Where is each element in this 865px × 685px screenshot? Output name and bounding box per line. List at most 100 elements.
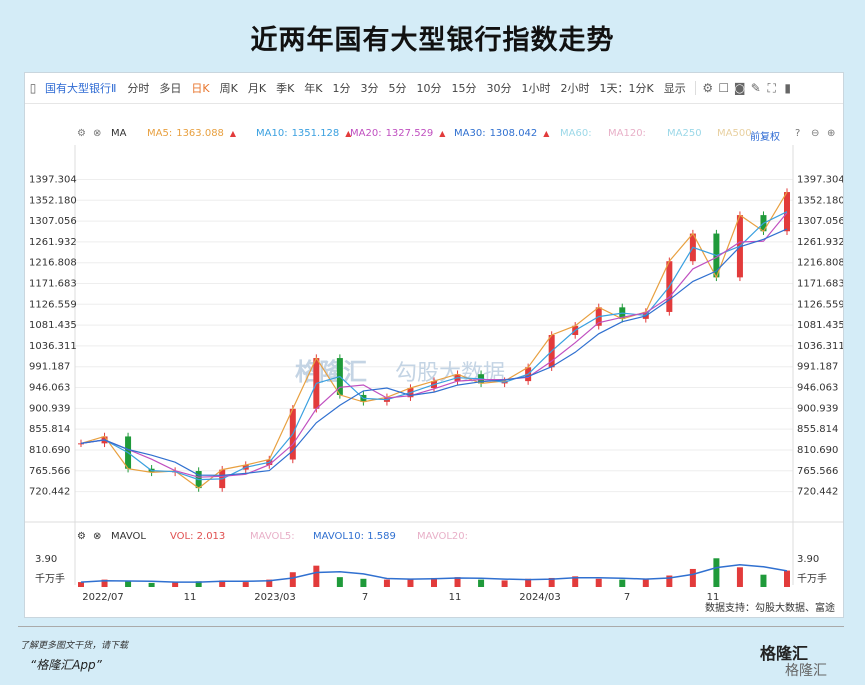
volume-bar	[619, 579, 626, 587]
ma-name: MA250	[667, 128, 702, 139]
volume-bar	[431, 577, 437, 587]
x-tick-label: 2023/03	[254, 592, 296, 603]
index-name[interactable]: 国有大型银行Ⅱ	[45, 82, 117, 95]
price-chart: 格隆汇 勾股大数据 1397.304 1352.180 1307.056 1261.93…	[25, 145, 843, 603]
ma-name: MA5:	[147, 128, 173, 139]
period-tab[interactable]: 分时	[127, 82, 150, 95]
y-tick-label-right: 1171.683	[797, 279, 843, 290]
square-icon[interactable]: ☐	[718, 81, 730, 95]
volume-bar	[336, 577, 343, 587]
x-tick-label: 11	[707, 592, 720, 603]
candle-body	[78, 443, 84, 445]
volume-bar	[195, 581, 202, 587]
period-tab[interactable]: 年K	[304, 82, 323, 95]
watermark: 格隆汇 勾股大数据	[295, 358, 505, 386]
ma-value: 1327.529	[385, 128, 434, 139]
volume-bar	[642, 578, 649, 587]
ma-legend-item: MA20: 1327.529 ▲	[350, 128, 445, 139]
ma-name: MA60:	[560, 128, 592, 139]
ma-legend-item: MA500	[717, 128, 752, 139]
ma-value: 1351.128	[291, 128, 340, 139]
x-tick-label: 2022/07	[82, 592, 124, 603]
period-tab[interactable]: 3分	[360, 82, 379, 95]
vol-unit-label-right: 千万手	[797, 572, 827, 585]
y-tick-label-right: 1352.180	[797, 195, 843, 206]
x-tick-label: 7	[624, 592, 630, 603]
gear-icon[interactable]: ⚙	[702, 81, 714, 95]
y-tick-label-right: 1081.435	[797, 320, 843, 331]
ma-legend: ⚙ ⊗ MA MA5: 1363.088 ▲ MA10: 1351.128 ▲ MA20: 1…	[25, 125, 843, 143]
plus-icon[interactable]: ⊕	[827, 128, 836, 139]
price-series	[78, 188, 790, 492]
y-axis-left: 1397.304 1352.180 1307.056 1261.932 1216.808…	[29, 174, 77, 497]
vol-legend-item: MAVOL10: 1.589	[313, 531, 396, 542]
ma-name: MA120:	[608, 128, 646, 139]
ma-value: 1308.042	[489, 128, 538, 139]
sidebar-toggle-icon[interactable]: ▯	[29, 81, 37, 95]
panel-icon[interactable]: ▮	[784, 81, 792, 95]
vol-label: MAVOL	[111, 531, 146, 542]
period-tab[interactable]: 月K	[247, 82, 267, 95]
footer-more: 了解更多图文干货，请下载	[20, 641, 129, 651]
y-tick-label-left: 1397.304	[29, 174, 77, 185]
period-tab[interactable]: 日K	[191, 82, 210, 95]
volume-bar	[736, 567, 743, 587]
ma-legend-item: MA30: 1308.042 ▲	[454, 128, 549, 139]
close-icon[interactable]: ⊗	[93, 128, 102, 139]
footer-app: “格隆汇App”	[30, 658, 102, 672]
ma-legend-item: MA250	[667, 128, 702, 139]
chart-grid	[74, 145, 794, 585]
help-icon[interactable]: ?	[795, 128, 801, 139]
period-tab[interactable]: 2小时	[560, 82, 590, 95]
pen-icon[interactable]: ✎	[750, 81, 761, 95]
volume-bar	[760, 574, 767, 587]
period-tab[interactable]: 季K	[276, 82, 295, 95]
period-tab[interactable]: 周K	[219, 82, 238, 95]
up-arrow-icon: ▲	[543, 129, 550, 138]
y-tick-label-left: 1352.180	[29, 195, 77, 206]
volume-bars	[78, 558, 790, 587]
x-axis: 2022/07 11 2023/03 7 11 2024/03 7 11	[82, 592, 719, 603]
y-tick-label-right: 1036.311	[797, 341, 843, 352]
period-tab[interactable]: 1天：1分K	[599, 82, 654, 95]
chart-panel: ▯ 国有大型银行Ⅱ 分时 多日 日K 周K 月K 季K 年K 1分 3分 5分 10分 15分 30分 1…	[24, 72, 844, 618]
up-arrow-icon: ▲	[345, 129, 352, 138]
y-tick-label-right: 1261.932	[797, 237, 843, 248]
ma-legend-item: MA10: 1351.128 ▲	[256, 128, 351, 139]
vol-max-label-right: 3.90	[797, 554, 819, 565]
period-tab[interactable]: 1小时	[521, 82, 551, 95]
y-tick-label-right: 855.814	[797, 424, 838, 435]
up-arrow-icon: ▲	[229, 129, 237, 138]
up-arrow-icon: ▲	[439, 129, 446, 138]
period-tab[interactable]: 15分	[451, 82, 477, 95]
candle-body	[784, 192, 790, 232]
volume-bar	[266, 579, 273, 587]
y-tick-label-left: 1126.559	[29, 299, 77, 310]
fullscreen-icon[interactable]: ⛶	[767, 80, 776, 95]
y-axis-right: 1397.304 1352.180 1307.056 1261.932 1216.808…	[797, 174, 843, 497]
gear-icon[interactable]: ⚙	[77, 128, 86, 139]
period-tab[interactable]: 多日	[159, 82, 182, 95]
period-tab[interactable]: 10分	[416, 82, 442, 95]
period-tab[interactable]: 5分	[388, 82, 407, 95]
volume-bar	[289, 572, 296, 587]
y-tick-label-left: 1036.311	[29, 341, 77, 352]
y-tick-label-right: 810.690	[797, 445, 838, 456]
y-tick-label-left: 810.690	[29, 445, 70, 456]
vol-legend: ⚙ ⊗ MAVOL VOL: 2.013 MAVOL5: MAVOL10: 1.589 MA…	[77, 531, 468, 542]
volume-bar	[383, 579, 390, 587]
volume-bar	[713, 558, 720, 587]
period-tab[interactable]: 30分	[486, 82, 512, 95]
volume-bar	[78, 582, 84, 587]
adjust-button[interactable]: 前复权	[750, 132, 780, 143]
ma-name: MA500	[717, 128, 752, 139]
period-tab[interactable]: 显示	[663, 82, 686, 95]
period-tab[interactable]: 1分	[332, 82, 351, 95]
brand-logo-alt: 格隆汇	[785, 663, 827, 679]
volume-bar	[572, 576, 579, 587]
minus-icon[interactable]: ⊖	[811, 128, 820, 139]
y-tick-label-left: 946.063	[29, 383, 70, 394]
y-tick-label-right: 765.566	[797, 466, 838, 477]
ma-legend-item: MA120:	[608, 128, 646, 139]
camera-icon[interactable]: ◙	[733, 81, 746, 95]
